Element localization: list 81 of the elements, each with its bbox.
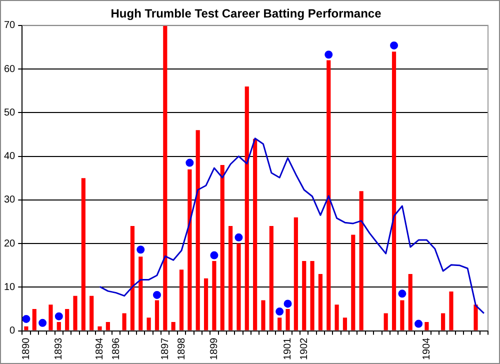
y-tick-label: 60 [4,64,16,75]
x-tick-label: 1893 [54,337,65,360]
bar [204,278,208,330]
bar [48,304,53,330]
bar [196,130,200,330]
bar [384,313,388,330]
bar [130,226,135,330]
bar [138,256,143,330]
y-tick-label: 0 [10,326,16,337]
bar [220,164,224,330]
x-tick-label: 1897 [160,337,171,360]
point [414,320,423,328]
y-tick-label: 50 [4,107,16,118]
bar [408,274,412,330]
bar [326,60,331,330]
bar [106,322,110,330]
bar [286,308,290,330]
bar [179,270,184,330]
y-tick-label: 30 [4,194,16,206]
bar [302,260,306,330]
bar [98,326,102,330]
bar [334,304,339,330]
bar [441,313,446,330]
point [276,308,284,316]
bar [171,322,176,330]
x-tick-label: 1898 [176,337,188,360]
bar [32,308,36,330]
bar [474,304,478,330]
point [398,290,406,298]
bar [294,217,298,330]
bar [163,25,168,330]
point [22,314,30,323]
x-tick-label: 1902 [298,337,310,360]
point [136,246,145,254]
bar [392,52,396,330]
y-tick-label: 70 [4,20,16,32]
bar [146,318,151,330]
y-tick-label: 10 [4,282,16,293]
x-tick-label: 1896 [110,337,122,360]
bar [65,308,70,330]
bar [310,260,314,330]
bar [359,191,364,330]
bar [122,313,126,330]
bar [236,244,241,330]
bar [253,138,258,330]
bar [261,300,266,330]
bar [228,226,233,330]
point [186,158,194,167]
bar [351,234,356,330]
point [390,41,398,50]
point [54,312,63,320]
point [324,50,333,59]
y-tick-label: 20 [4,238,16,250]
bar [278,318,282,330]
x-tick-label: 1899 [208,337,220,360]
bar [90,296,94,330]
bar [212,260,216,330]
x-tick-label: 1901 [282,337,294,360]
bar [400,300,404,330]
bar [154,300,160,330]
bar [24,326,28,330]
bar [424,322,429,330]
bar [269,226,274,330]
bar [342,318,348,330]
chart-title: Hugh Trumble Test Career Batting Performance [110,6,382,21]
bar [188,169,192,330]
y-tick-label: 40 [4,151,16,162]
x-tick-label: 1904 [421,337,432,360]
bar [73,296,78,330]
point [284,300,292,308]
bar [449,291,454,330]
point [210,251,218,260]
point [38,318,47,327]
bar [56,322,61,330]
bar [81,178,86,330]
bar [318,274,322,330]
point [234,233,243,242]
point [152,290,161,299]
x-tick-label: 1894 [94,337,106,360]
x-tick-label: 1890 [20,337,32,360]
bar [244,86,249,330]
